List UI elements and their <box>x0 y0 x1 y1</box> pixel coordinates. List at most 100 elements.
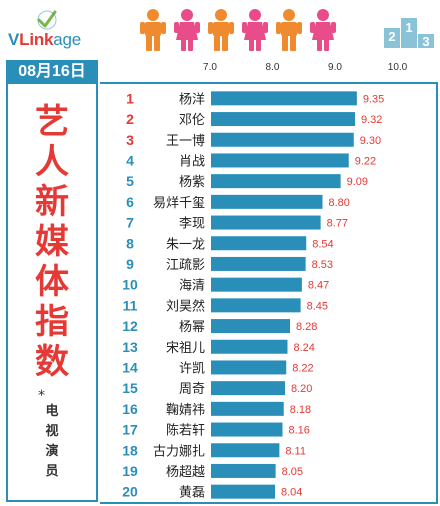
logo-text: VLinkage <box>8 30 81 50</box>
artist-name: 王一博 <box>166 134 205 149</box>
artist-name: 易烊千玺 <box>153 196 205 211</box>
bar <box>211 484 275 499</box>
x-tick-label: 10.0 <box>388 62 408 73</box>
logo-v: V <box>8 30 20 49</box>
rank-label: 16 <box>122 401 138 417</box>
podium-icon: 2 1 3 <box>384 18 434 48</box>
bar <box>211 463 276 478</box>
artist-name: 朱一龙 <box>166 237 205 252</box>
artist-name: 黄磊 <box>179 486 205 501</box>
value-label: 8.45 <box>307 300 328 312</box>
title-panel: 艺人新媒体指数 * 电视演员 <box>6 84 98 502</box>
value-label: 8.11 <box>285 445 306 457</box>
female-figure-icon <box>242 9 268 51</box>
x-tick-label: 8.0 <box>266 62 280 73</box>
title-char: 体 <box>35 262 69 302</box>
svg-text:3: 3 <box>422 34 429 48</box>
vertical-title: 艺人新媒体指数 <box>8 102 96 382</box>
value-label: 8.05 <box>282 466 303 478</box>
bar <box>211 298 301 313</box>
artist-name: 陈若轩 <box>166 423 205 439</box>
bar <box>211 360 287 375</box>
people-figures <box>140 8 350 52</box>
title-char: 指 <box>35 302 69 342</box>
value-label: 9.32 <box>361 114 382 126</box>
artist-name: 杨幂 <box>179 320 205 335</box>
artist-name: 李现 <box>179 217 205 232</box>
artist-name: 古力娜扎 <box>153 444 205 459</box>
rank-label: 18 <box>122 442 138 458</box>
artist-name: 周奇 <box>179 381 205 397</box>
value-label: 8.22 <box>292 362 313 374</box>
bar <box>211 153 349 168</box>
rank-label: 15 <box>122 380 138 396</box>
title-char: 人 <box>35 142 69 182</box>
value-label: 8.16 <box>289 425 310 437</box>
value-label: 8.77 <box>327 218 348 230</box>
rank-label: 11 <box>123 297 138 313</box>
rank-label: 4 <box>126 152 134 168</box>
subtitle-star: * <box>38 388 45 404</box>
x-tick-label: 7.0 <box>203 62 217 73</box>
title-char: 新 <box>35 182 69 222</box>
artist-name: 杨紫 <box>179 175 205 190</box>
bar <box>211 339 288 354</box>
rank-label: 5 <box>126 173 134 189</box>
female-figure-icon <box>310 9 336 51</box>
bar <box>211 256 306 271</box>
subtitle-char: 员 <box>45 464 59 479</box>
logo-age: age <box>53 30 82 49</box>
female-figure-icon <box>174 9 200 51</box>
svg-text:1: 1 <box>405 20 412 35</box>
rank-label: 13 <box>122 339 138 355</box>
rank-label: 14 <box>122 359 138 375</box>
bar <box>211 174 341 189</box>
value-label: 8.28 <box>296 321 317 333</box>
value-label: 8.53 <box>312 259 333 271</box>
artist-name: 宋祖儿 <box>166 341 205 356</box>
logo-check-icon <box>37 10 57 30</box>
date-label: 08月16日 <box>6 60 98 84</box>
value-label: 8.47 <box>308 280 329 292</box>
logo-link: Link <box>19 30 54 49</box>
rank-label: 1 <box>126 90 134 106</box>
artist-name: 邓伦 <box>179 113 205 128</box>
artist-name: 江疏影 <box>166 258 205 273</box>
rank-label: 20 <box>122 484 138 500</box>
bar-chart: 7.0 8.0 9.0 10.0 1 杨洋 9.35 2 邓伦 9.32 3 王一博 9.30 4 肖战 9.… <box>122 62 408 501</box>
bar <box>211 112 355 127</box>
value-label: 9.30 <box>360 135 381 147</box>
bar <box>211 194 323 209</box>
value-label: 8.24 <box>294 342 315 354</box>
rank-label: 9 <box>126 256 134 272</box>
x-tick-label: 9.0 <box>328 62 342 73</box>
rank-label: 17 <box>122 422 138 438</box>
bar <box>211 132 354 147</box>
rank-label: 10 <box>122 277 138 293</box>
vertical-subtitle: 电视演员 <box>38 402 66 482</box>
rank-label: 7 <box>126 215 134 231</box>
value-label: 8.54 <box>312 238 333 250</box>
value-label: 8.20 <box>291 383 312 395</box>
bar <box>211 401 284 416</box>
artist-name: 鞠婧祎 <box>166 403 205 418</box>
svg-text:2: 2 <box>388 29 395 44</box>
rank-label: 8 <box>126 235 134 251</box>
subtitle-char: 电 <box>45 404 59 419</box>
rank-label: 3 <box>126 132 134 148</box>
bar <box>211 381 285 396</box>
title-char: 艺 <box>35 102 69 142</box>
subtitle-char: 演 <box>45 444 59 459</box>
artist-name: 杨超越 <box>166 465 205 480</box>
artist-name: 海清 <box>179 279 205 294</box>
rank-label: 2 <box>126 111 134 127</box>
rank-label: 6 <box>126 194 134 210</box>
value-label: 9.09 <box>347 176 368 188</box>
rank-label: 12 <box>122 318 138 334</box>
title-char: 媒 <box>35 222 69 262</box>
bar <box>211 443 280 458</box>
artist-name: 杨洋 <box>179 92 205 107</box>
bar <box>211 422 283 437</box>
bar <box>211 319 290 334</box>
value-label: 8.80 <box>329 197 350 209</box>
